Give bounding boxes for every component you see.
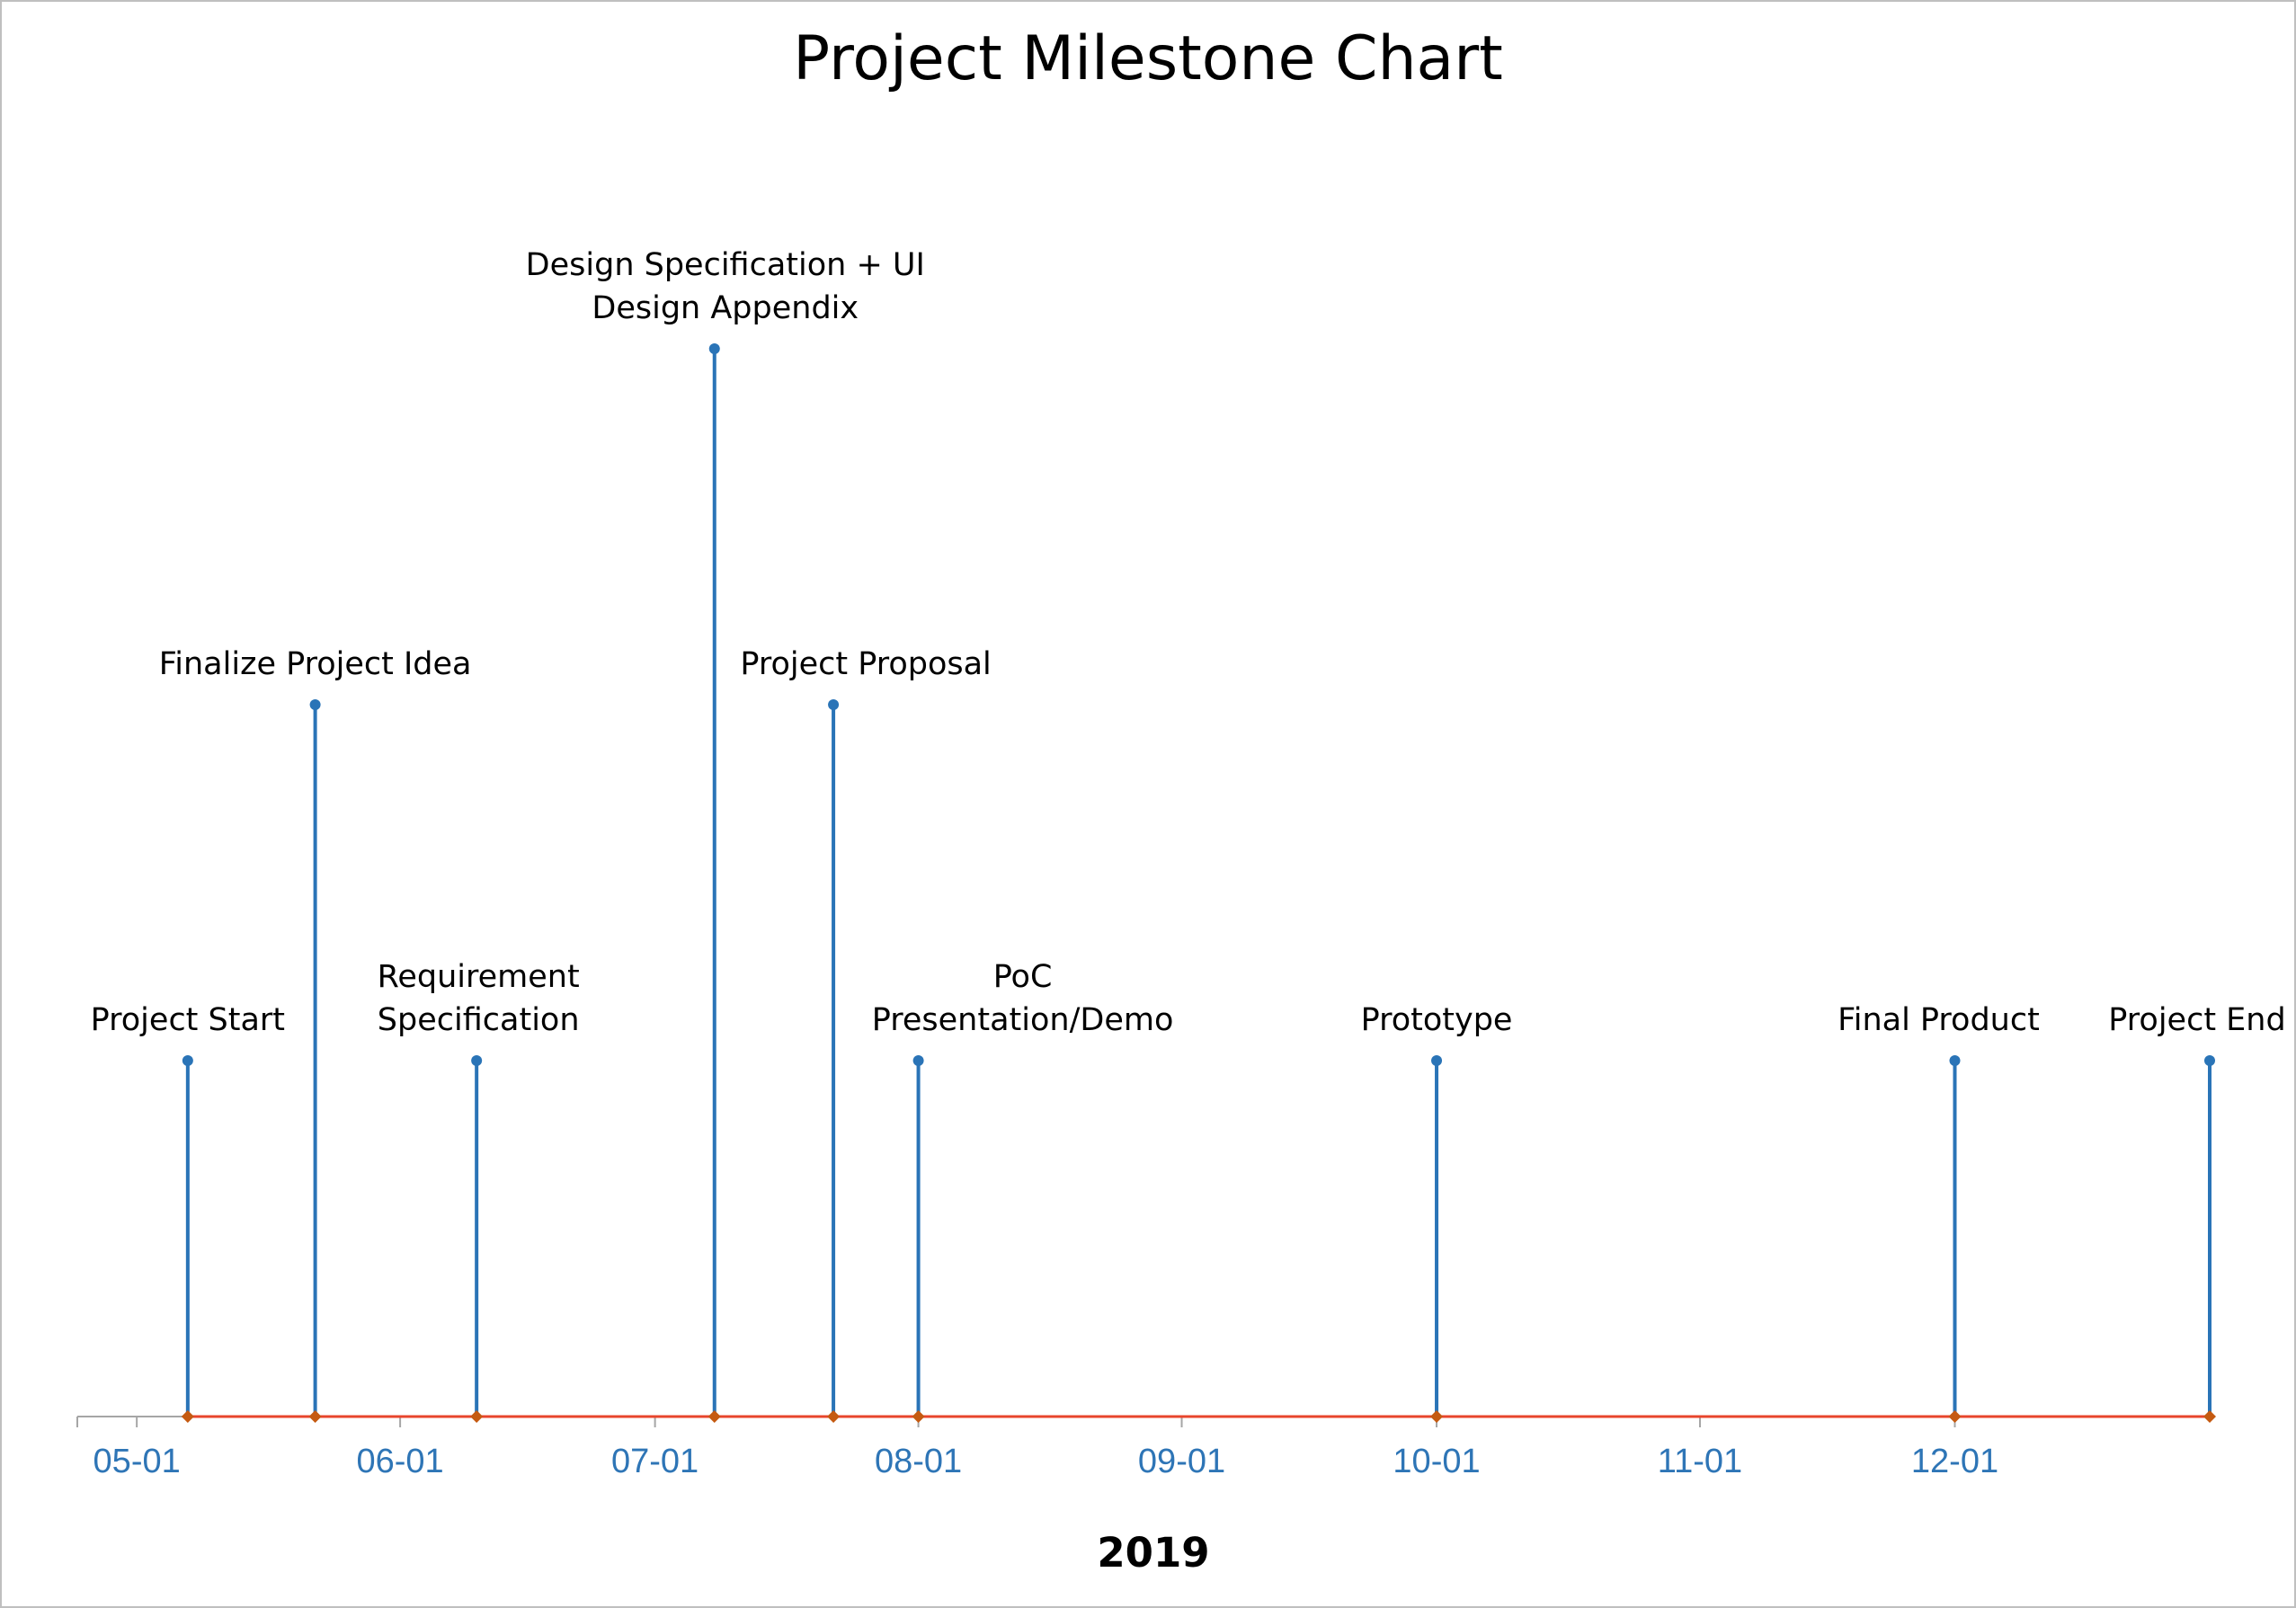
milestone-marker bbox=[828, 699, 840, 710]
chart-title: Project Milestone Chart bbox=[793, 23, 1503, 94]
milestone-label: Design Specification + UI Design Appendix bbox=[526, 247, 925, 326]
milestone-label: Project End bbox=[2108, 1002, 2285, 1038]
milestone-marker bbox=[1949, 1055, 1961, 1066]
x-axis-title: 2019 bbox=[1097, 1529, 1209, 1577]
baseline-marker bbox=[308, 1410, 322, 1423]
milestone-label: Final Product bbox=[1838, 1002, 2040, 1038]
baseline-marker bbox=[470, 1410, 484, 1423]
milestone-marker bbox=[182, 1055, 193, 1066]
milestone-label: Requirement Specification bbox=[378, 959, 580, 1038]
milestone-label: PoC Presentation/Demo bbox=[872, 959, 1174, 1038]
milestone-marker bbox=[1431, 1055, 1443, 1066]
baseline-marker bbox=[707, 1410, 721, 1423]
milestone-marker bbox=[2204, 1055, 2215, 1066]
baseline-marker bbox=[181, 1410, 194, 1423]
x-tick-label: 10-01 bbox=[1393, 1443, 1480, 1480]
x-tick-label: 06-01 bbox=[357, 1443, 444, 1480]
plot-area: 05-01 06-01 07-01 08-01 09-01 10-01 11-01 12-01… bbox=[76, 247, 2286, 1480]
baseline-marker bbox=[912, 1410, 925, 1423]
x-tick-label: 05-01 bbox=[93, 1443, 181, 1480]
baseline-marker bbox=[2203, 1410, 2216, 1423]
milestone-label: Prototype bbox=[1361, 1002, 1513, 1038]
milestone-marker bbox=[708, 343, 720, 354]
milestone-label: Project Start bbox=[91, 1002, 285, 1038]
baseline-marker bbox=[1430, 1410, 1444, 1423]
milestone-marker bbox=[912, 1055, 924, 1066]
milestone-marker bbox=[309, 699, 321, 710]
x-tick-label: 11-01 bbox=[1658, 1443, 1742, 1480]
x-tick-label: 08-01 bbox=[875, 1443, 962, 1480]
baseline-marker bbox=[827, 1410, 841, 1423]
milestone-label: Finalize Project Idea bbox=[159, 646, 472, 682]
x-tick-label: 12-01 bbox=[1911, 1443, 1998, 1480]
milestone-label: Project Proposal bbox=[740, 646, 991, 682]
milestone-marker bbox=[471, 1055, 483, 1066]
baseline-marker bbox=[1948, 1410, 1962, 1423]
x-tick-label: 07-01 bbox=[611, 1443, 699, 1480]
x-tick-label: 09-01 bbox=[1138, 1443, 1225, 1480]
